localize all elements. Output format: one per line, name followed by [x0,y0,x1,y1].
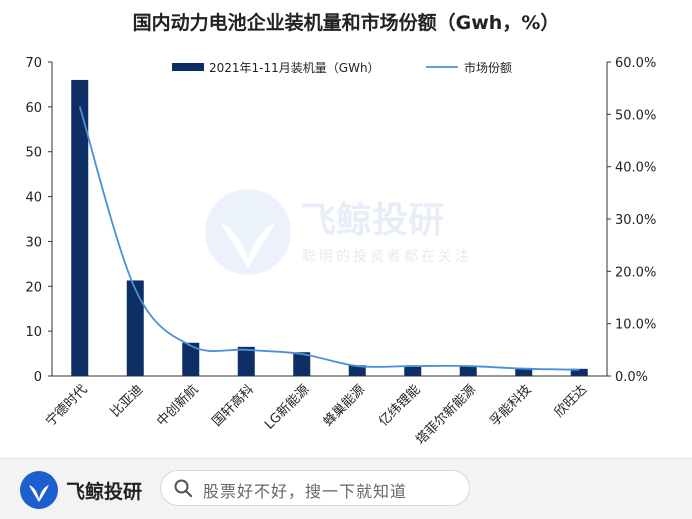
x-tick-label: 塔菲尔新能源 [413,382,479,448]
y-left-tick-label: 50 [25,146,42,161]
x-tick-label: 宁德时代 [42,382,90,430]
y-right-tick-label: 30.0% [615,213,656,228]
y-right-tick-label: 20.0% [615,265,656,280]
bar [126,280,144,376]
y-right-tick-label: 0.0% [615,370,648,385]
chart-title: 国内动力电池企业装机量和市场份额（Gwh，%） [132,12,560,34]
x-tick-label: 蜂巢能源 [321,382,368,429]
watermark-brand: 飞鲸投研 [300,200,444,241]
y-left-tick-label: 40 [25,191,42,206]
x-tick-label: LG新能源 [261,382,312,433]
bar [71,79,89,376]
bar [348,365,366,376]
y-left-tick-label: 70 [25,56,42,71]
search-input[interactable]: 股票好不好，搜一下就知道 [160,470,470,506]
legend-line-label: 市场份额 [464,60,512,75]
watermark-slogan: 聪明的投资者都在关注 [302,249,472,265]
footer: 飞鲸投研 股票好不好，搜一下就知道 [0,458,692,519]
bar [459,365,477,376]
y-right-tick-label: 10.0% [615,318,656,333]
x-tick-label: 亿纬锂能 [376,382,423,429]
legend: 2021年1-11月装机量（GWh） 市场份额 [172,60,512,75]
y-right-tick-label: 60.0% [615,56,656,71]
watermark-whale-tail-icon [220,222,276,268]
market-share-line [78,106,580,371]
bar [293,352,311,376]
legend-bar-swatch [172,63,204,71]
y-right-tick-label: 40.0% [615,161,656,176]
watermark: 飞鲸投研 聪明的投资者都在关注 [205,189,472,275]
bar [237,346,255,376]
y-right-tick-label: 50.0% [615,108,656,123]
y-left-tick-label: 20 [25,280,42,295]
search-icon [174,479,193,498]
bar [515,367,533,376]
x-tick-label: 国轩高科 [209,382,257,430]
whale-logo-icon [20,471,58,509]
bar [404,365,422,376]
bar [570,368,588,376]
x-tick-label: 比亚迪 [108,382,146,420]
watermark-logo [205,189,291,275]
legend-bar-label: 2021年1-11月装机量（GWh） [209,61,380,75]
bar [182,342,200,376]
chart: 飞鲸投研 聪明的投资者都在关注 0 10 20 30 40 50 60 70 0.0% 10.0%… [25,56,656,448]
y-left-tick-label: 60 [25,101,42,116]
footer-brand: 飞鲸投研 [66,481,143,503]
x-tick-label: 中创新航 [153,382,201,430]
search-placeholder: 股票好不好，搜一下就知道 [203,482,408,501]
x-tick-label: 孚能科技 [487,382,534,429]
y-left-tick-label: 30 [25,235,42,250]
y-left-tick-label: 10 [25,325,42,340]
y-left-tick-label: 0 [34,370,42,385]
x-tick-label: 欣旺达 [552,382,590,420]
